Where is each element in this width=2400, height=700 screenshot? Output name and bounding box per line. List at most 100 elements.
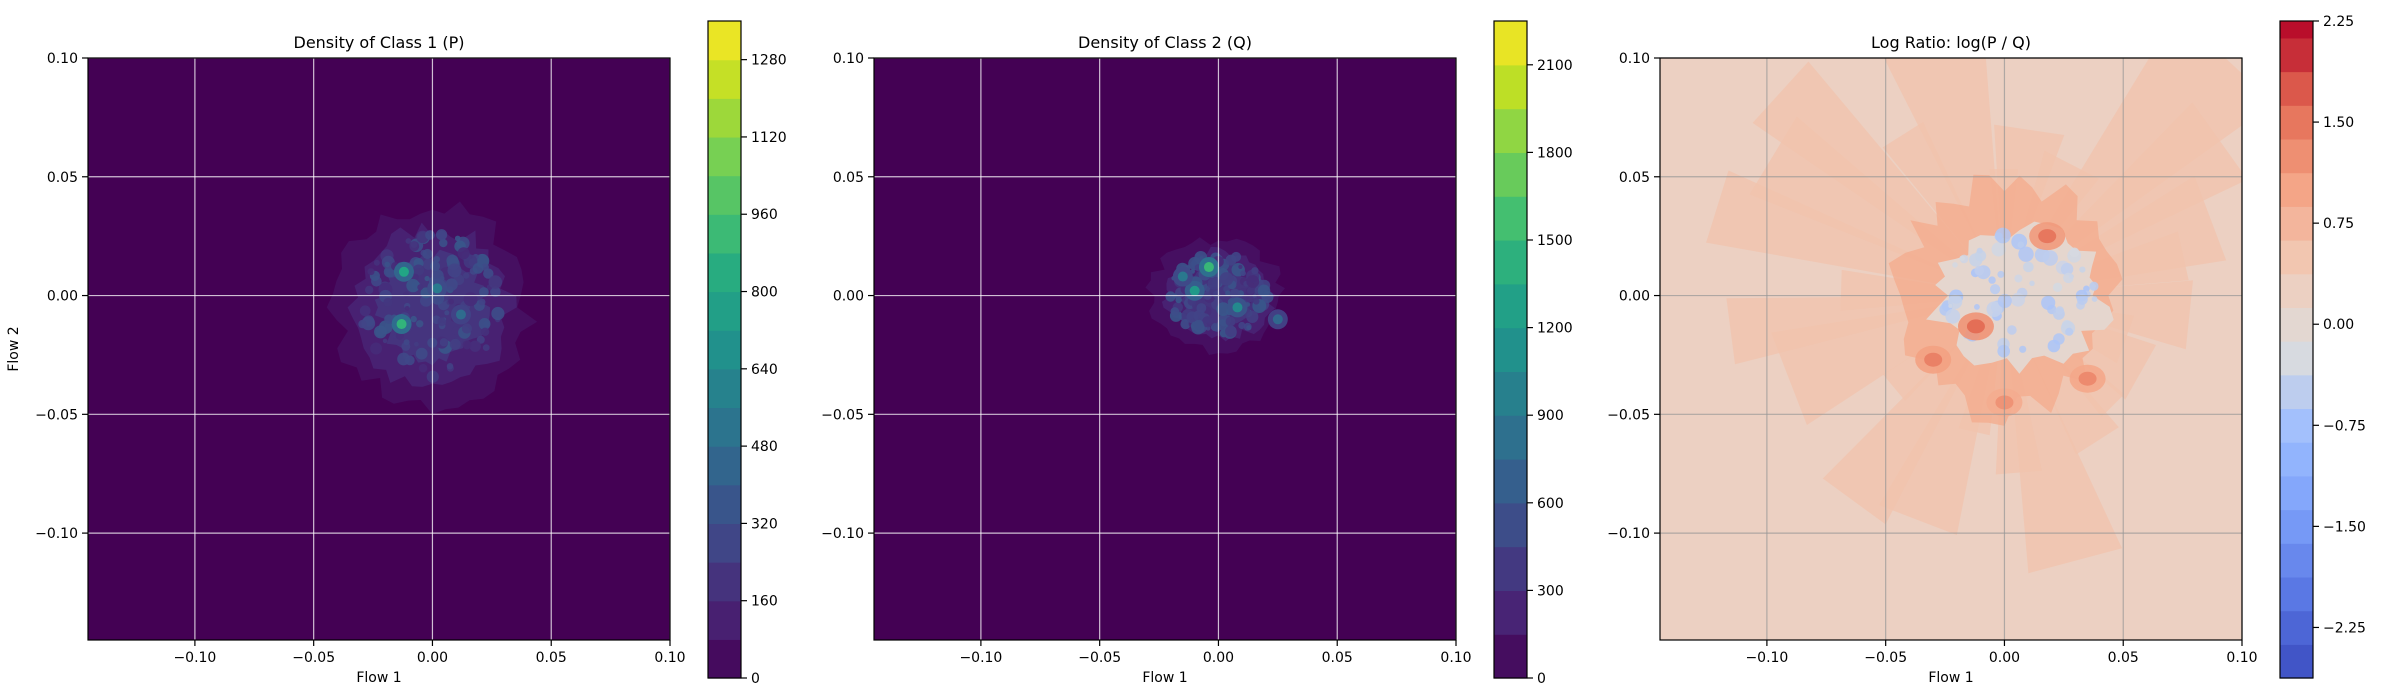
ratio-blue-speckle — [2047, 339, 2061, 353]
y-axis-label: Flow 2 — [6, 326, 22, 371]
colorbar-band — [708, 21, 741, 61]
ratio-red-spot-1 — [2038, 229, 2057, 244]
plot-area — [874, 58, 1456, 640]
colorbar-tick-label: 1500 — [1537, 233, 1573, 249]
colorbar-tick-label: 160 — [751, 594, 778, 610]
density-speckle — [1251, 267, 1259, 275]
ratio-blue-speckle — [2055, 306, 2064, 315]
x-tick-label: 0.05 — [2108, 650, 2139, 666]
colorbar-band — [2280, 475, 2313, 511]
density-speckle — [437, 317, 447, 327]
ratio-blue-speckle — [2083, 285, 2090, 293]
colorbar-band — [1494, 108, 1527, 153]
hotspot-5 — [1272, 314, 1283, 325]
density-speckle — [414, 341, 419, 347]
density-speckle — [433, 256, 440, 263]
ratio-blue-speckle — [2042, 250, 2058, 266]
density-speckle — [483, 268, 494, 279]
chart-panel-1: −0.10 −0.05 0.00 0.05 0.10 0.10 0.05 0.00 −0.05 −… — [6, 20, 787, 687]
ratio-blue-speckle — [2089, 281, 2099, 291]
ratio-blue-speckle — [2063, 272, 2074, 284]
colorbar-tick-label: 1.50 — [2323, 115, 2354, 131]
colorbar-tick-label: 480 — [751, 439, 778, 455]
density-speckle — [403, 339, 410, 346]
x-tick-label: −0.05 — [292, 650, 335, 666]
x-tick-label: −0.05 — [1078, 650, 1121, 666]
colorbar-band — [1494, 152, 1527, 197]
density-speckle — [410, 241, 418, 248]
colorbar-band — [2280, 576, 2313, 612]
density-speckle — [463, 292, 478, 307]
colorbar-band — [1494, 283, 1527, 329]
density-speckle — [384, 261, 391, 268]
colorbar-tick-label: −1.50 — [2323, 519, 2366, 535]
colorbar-tick-label: 600 — [1537, 496, 1564, 512]
ratio-blue-speckle — [1974, 304, 1980, 310]
ratio-blue-speckle — [1976, 247, 1983, 254]
density-speckle — [404, 306, 410, 311]
plot-area — [88, 58, 670, 640]
colorbar-band — [1494, 415, 1527, 460]
density-speckle — [1246, 275, 1260, 288]
colorbar-tick-label: 0.00 — [2323, 317, 2354, 333]
colorbar: 2.25 1.50 0.75 0.00 −0.75 −1.50 −2.25 — [2279, 14, 2366, 679]
density-speckle — [472, 263, 484, 274]
density-speckle — [446, 363, 454, 370]
density-speckle — [451, 326, 461, 335]
x-tick-label: 0.10 — [1440, 650, 1471, 666]
x-tick-label: 0.05 — [536, 650, 567, 666]
colorbar-band — [1494, 196, 1527, 241]
density-speckle — [383, 297, 393, 307]
x-tick-label: 0.10 — [654, 650, 685, 666]
density-speckle — [382, 338, 388, 344]
colorbar-band — [2280, 307, 2313, 342]
ratio-blue-speckle — [1995, 227, 2011, 244]
colorbar: 0 300 600 900 1200 1500 1800 2100 — [1493, 20, 1573, 687]
ratio-blue-speckle — [2023, 261, 2034, 273]
ratio-blue-speckle — [2060, 262, 2074, 276]
colorbar-band — [2280, 644, 2313, 679]
density-speckle — [374, 325, 387, 339]
colorbar-band — [2280, 172, 2313, 207]
hotspot-1 — [398, 266, 409, 277]
colorbar-tick-label: 1200 — [1537, 321, 1573, 337]
colorbar-band — [1494, 327, 1527, 372]
ratio-blue-speckle — [1948, 304, 1953, 308]
colorbar-tick-label: 300 — [1537, 583, 1564, 599]
ratio-blue-speckle — [2019, 345, 2027, 353]
colorbar-band — [2280, 37, 2313, 73]
density-speckle — [365, 285, 374, 295]
plot-frame — [1659, 57, 2243, 641]
density-speckle — [479, 287, 489, 297]
density-speckle — [1225, 316, 1236, 327]
density-speckle — [436, 229, 448, 241]
ratio-blue-speckle — [2076, 293, 2088, 305]
colorbar-tick-label: 1280 — [751, 53, 787, 69]
colorbar-frame — [707, 20, 742, 679]
ratio-blue-speckle — [2069, 247, 2080, 258]
colorbar-band — [1494, 64, 1527, 110]
ratio-blue-speckle — [2041, 295, 2056, 310]
x-tick-label: 0.05 — [1322, 650, 1353, 666]
density-speckle — [359, 305, 371, 317]
density-speckle — [1207, 276, 1221, 290]
density-speckle — [1229, 288, 1241, 299]
ratio-red-spot-2 — [1924, 352, 1943, 367]
colorbar-band — [708, 291, 741, 331]
y-tick-label: 0.05 — [1619, 170, 1650, 186]
density-speckle — [1225, 325, 1237, 338]
ratio-blue-speckle — [2065, 327, 2074, 336]
colorbar-band — [1494, 459, 1527, 504]
colorbar-tick-label: −0.75 — [2323, 418, 2366, 434]
density-speckle — [358, 319, 367, 329]
y-tick-label: −0.10 — [35, 526, 78, 542]
ratio-blue-speckle — [2091, 296, 2098, 302]
y-tick-label: 0.00 — [47, 289, 78, 305]
density-speckle — [490, 286, 501, 298]
density-speckle — [439, 338, 449, 347]
density-speckle — [420, 294, 433, 307]
x-axis-label: Flow 1 — [1142, 670, 1187, 686]
ratio-blue-speckle — [1974, 265, 1985, 276]
density-speckle — [454, 235, 461, 242]
